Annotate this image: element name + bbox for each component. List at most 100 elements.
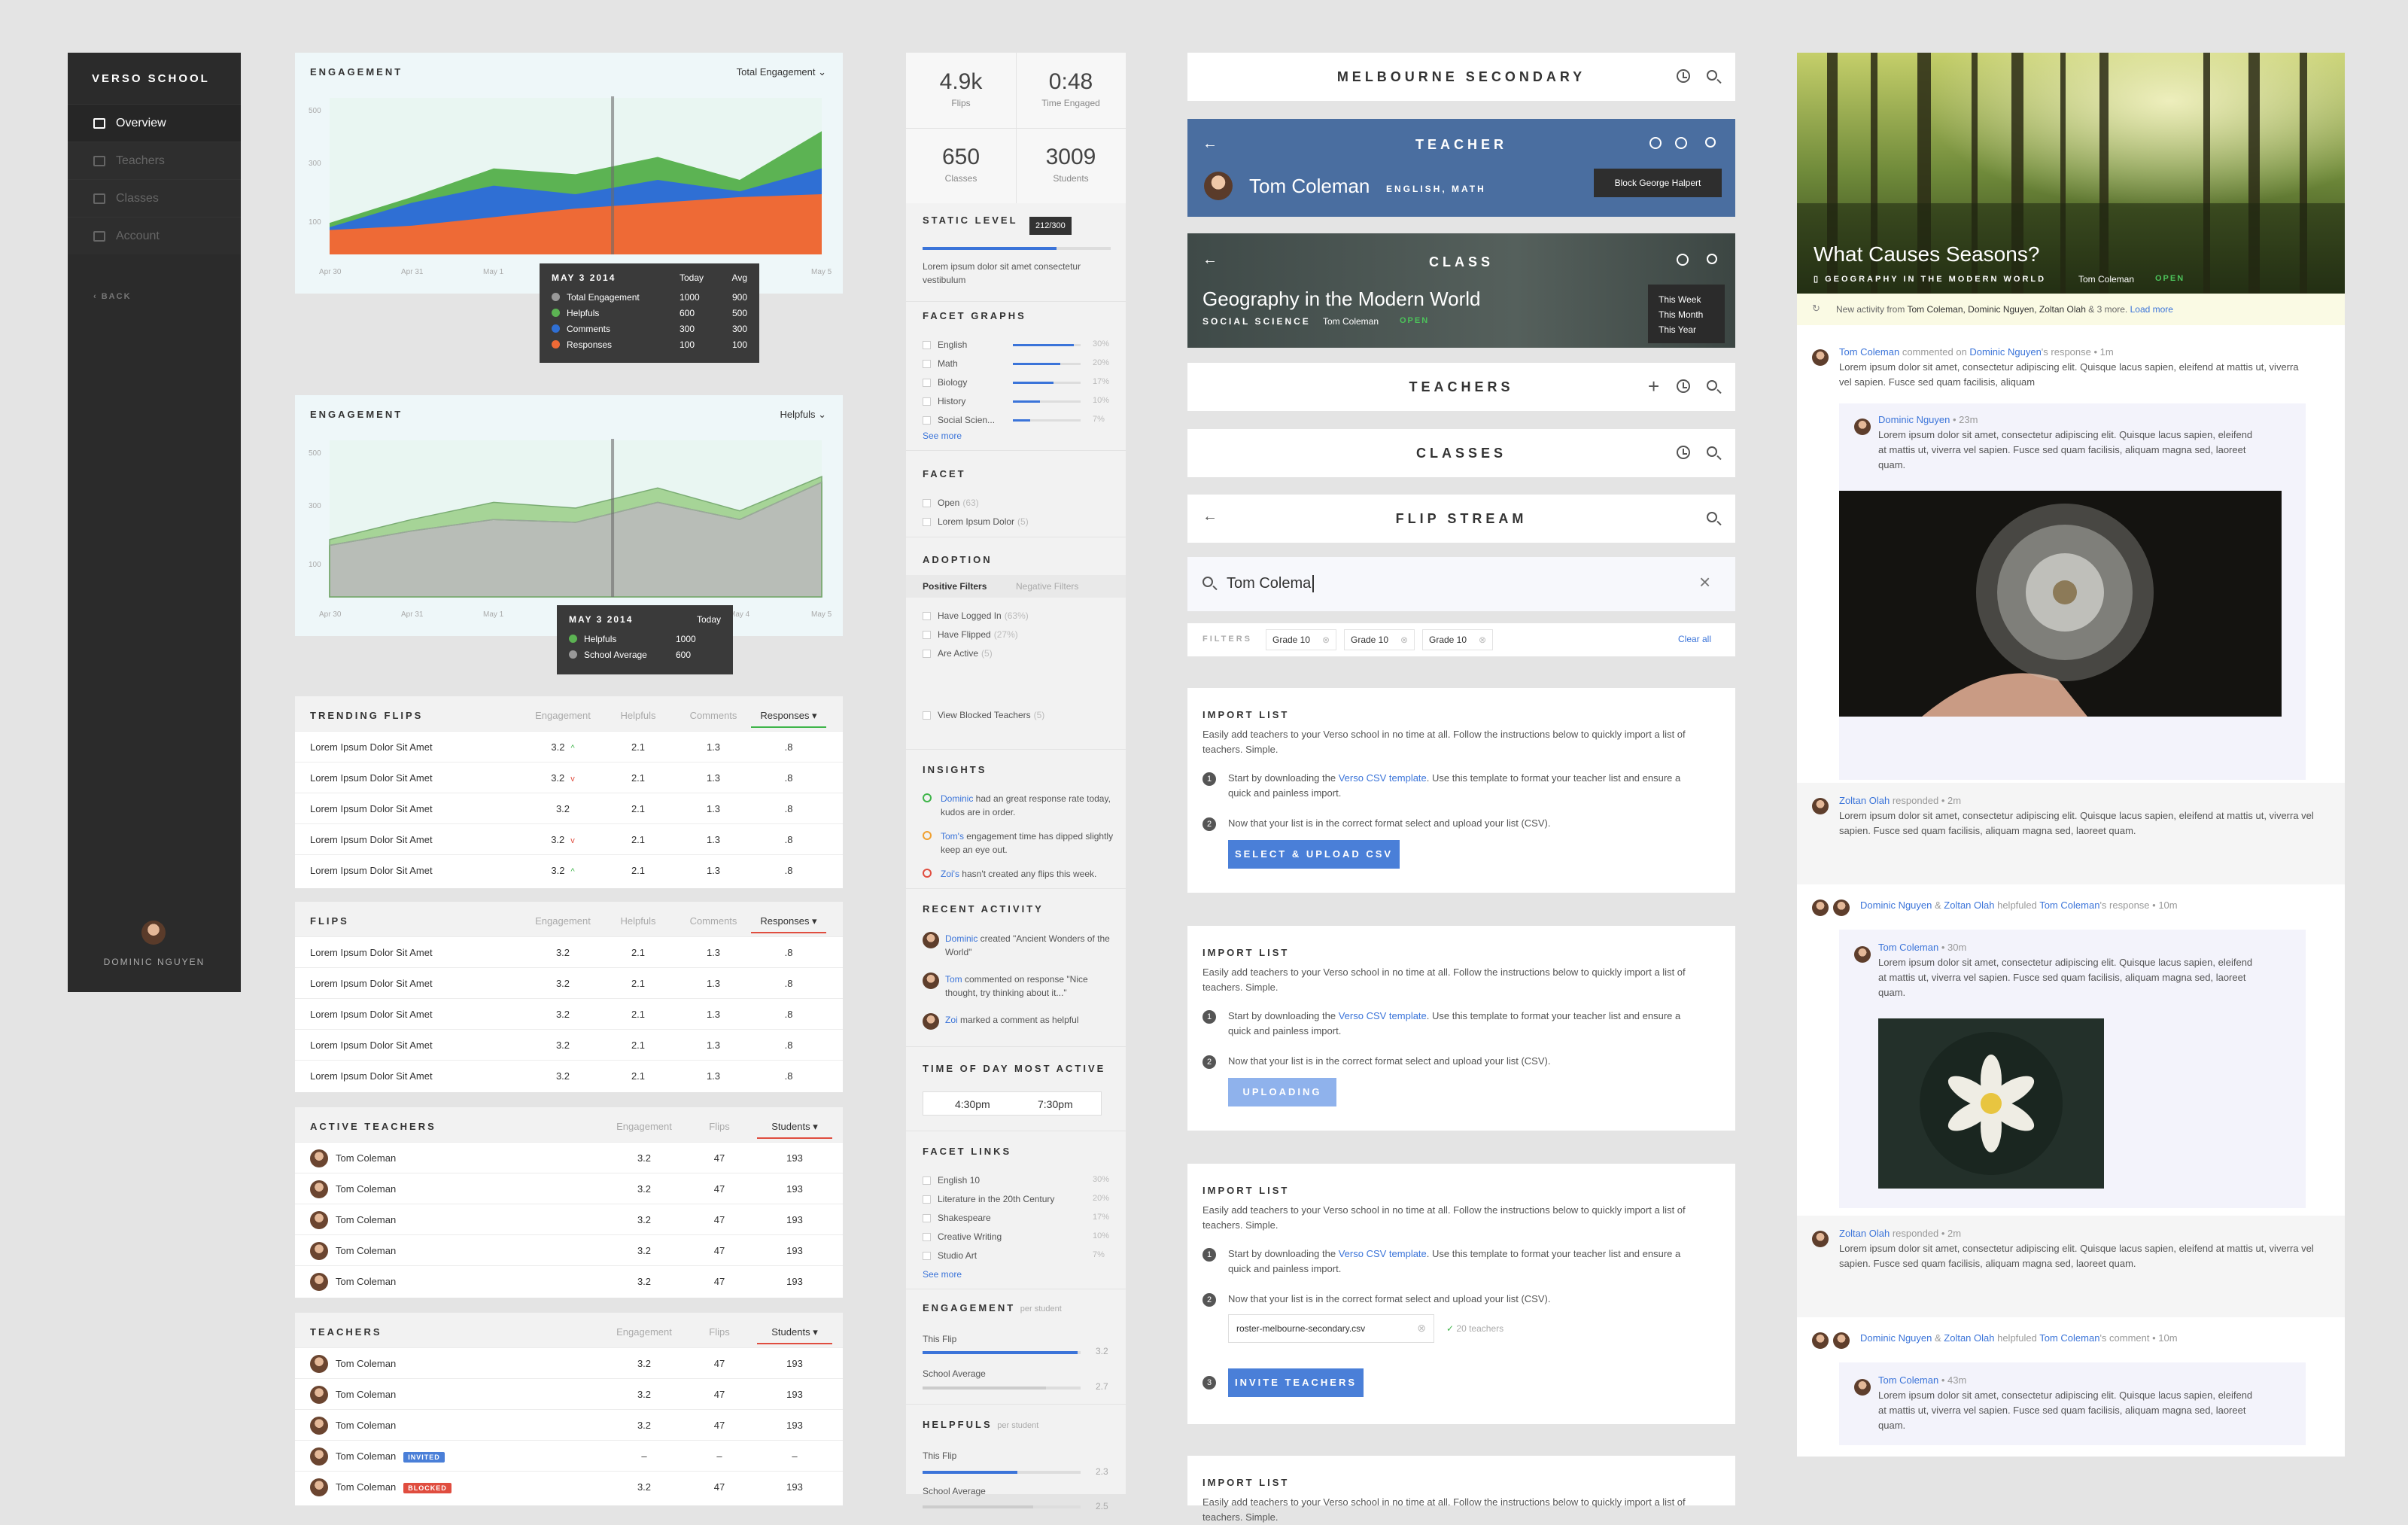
csv-template-link[interactable]: Verso CSV template (1339, 1010, 1427, 1021)
user-link[interactable]: Zoltan Olah (1839, 1228, 1890, 1239)
time-range-dropdown[interactable]: This Week This Month This Year (1648, 285, 1725, 343)
user-link[interactable]: Dominic Nguyen (1860, 899, 1932, 911)
adoption-filter[interactable]: View Blocked Teachers(5) (923, 709, 1111, 724)
checkbox[interactable] (923, 1176, 931, 1185)
close-icon[interactable]: × (1699, 571, 1710, 594)
flip-cover[interactable]: What Causes Seasons? ▯ GEOGRAPHY IN THE … (1797, 53, 2345, 294)
column-header[interactable]: Engagement (525, 915, 600, 927)
back-link[interactable]: ‹ BACK (93, 292, 132, 301)
facet-graph-item[interactable]: Social Scien...7% (923, 414, 1111, 429)
sidebar-item-overview[interactable]: Overview (68, 104, 241, 142)
column-header[interactable]: Comments (676, 710, 751, 721)
user-link[interactable]: Zoltan Olah (1944, 1332, 1994, 1344)
search-icon[interactable] (1707, 446, 1717, 457)
adoption-filter[interactable]: Are Active(5) (923, 647, 1111, 662)
time-range-field[interactable]: 4:30pm 7:30pm (923, 1091, 1102, 1116)
search-input[interactable]: Tom Colema (1227, 575, 1314, 592)
negative-filters-tab[interactable]: Negative Filters (1016, 580, 1078, 593)
see-more-link[interactable]: See more (923, 429, 962, 443)
user-link[interactable]: Zoi (945, 1015, 958, 1025)
checkbox[interactable] (923, 711, 931, 720)
search-bar[interactable]: Tom Colema × (1187, 557, 1735, 611)
user-link[interactable]: Tom (945, 974, 962, 985)
dandelion-image[interactable] (1839, 491, 2282, 717)
filter-chip[interactable]: Grade 10⊗ (1266, 629, 1336, 650)
clear-all-link[interactable]: Clear all (1678, 634, 1711, 644)
checkbox[interactable] (923, 518, 931, 526)
adoption-filter[interactable]: Have Logged In(63%) (923, 610, 1111, 625)
dropdown-option[interactable]: This Month (1659, 307, 1714, 322)
column-header[interactable]: Students ▾ (757, 1326, 832, 1344)
column-header[interactable]: Engagement (607, 1121, 682, 1132)
column-header[interactable]: Flips (682, 1121, 757, 1132)
checkbox[interactable] (923, 341, 931, 349)
user-link[interactable]: Tom Coleman (2039, 1332, 2099, 1344)
remove-chip-icon[interactable]: ⊗ (1400, 630, 1408, 650)
user-link[interactable]: Zoi's (941, 869, 959, 879)
column-header[interactable]: Comments (676, 915, 751, 927)
checkbox[interactable] (923, 416, 931, 425)
column-header[interactable]: Responses ▾ (751, 915, 826, 933)
column-header[interactable]: Responses ▾ (751, 710, 826, 728)
checkbox[interactable] (923, 612, 931, 620)
search-icon[interactable] (1707, 254, 1717, 264)
clock-icon[interactable] (1677, 446, 1690, 459)
hover-cursor-line[interactable] (611, 96, 614, 254)
checkbox[interactable] (923, 1252, 931, 1260)
column-header[interactable]: Engagement (607, 1326, 682, 1338)
user-link[interactable]: Zoltan Olah (1944, 899, 1994, 911)
clock-icon[interactable] (1677, 254, 1689, 266)
user-link[interactable]: Tom Coleman (1878, 942, 1938, 953)
user-link[interactable]: Zoltan Olah (1839, 795, 1890, 806)
checkbox[interactable] (923, 379, 931, 387)
select-upload-csv-button[interactable]: SELECT & UPLOAD CSV (1228, 840, 1400, 869)
add-icon[interactable]: + (1648, 375, 1659, 398)
user-link[interactable]: Tom Coleman (2039, 899, 2099, 911)
user-link[interactable]: Tom's (941, 831, 964, 842)
checkbox[interactable] (923, 1195, 931, 1204)
checkbox[interactable] (923, 397, 931, 406)
search-icon[interactable] (1707, 70, 1717, 81)
invite-teachers-button[interactable]: INVITE TEACHERS (1228, 1368, 1364, 1397)
csv-template-link[interactable]: Verso CSV template (1339, 772, 1427, 784)
clock-icon[interactable] (1677, 379, 1690, 393)
column-header[interactable]: Flips (682, 1326, 757, 1338)
filter-chip[interactable]: Grade 10⊗ (1344, 629, 1415, 650)
column-header[interactable]: Helpfuls (600, 710, 676, 721)
column-header[interactable]: Helpfuls (600, 915, 676, 927)
facet-item[interactable]: Lorem Ipsum Dolor(5) (923, 516, 1111, 531)
sidebar-item-classes[interactable]: Classes (68, 179, 241, 217)
adoption-filter[interactable]: Have Flipped(27%) (923, 629, 1111, 644)
checkbox[interactable] (923, 650, 931, 658)
hover-cursor-line[interactable] (611, 439, 614, 597)
user-link[interactable]: Dominic Nguyen (1860, 1332, 1932, 1344)
user-link[interactable]: Dominic (941, 793, 973, 804)
water-lily-image[interactable] (1878, 1018, 2104, 1189)
clock-icon[interactable] (1677, 69, 1690, 83)
file-field[interactable]: roster-melbourne-secondary.csv ⊗ (1228, 1314, 1434, 1343)
checkbox[interactable] (923, 360, 931, 368)
user-link[interactable]: Tom Coleman (1839, 346, 1899, 358)
